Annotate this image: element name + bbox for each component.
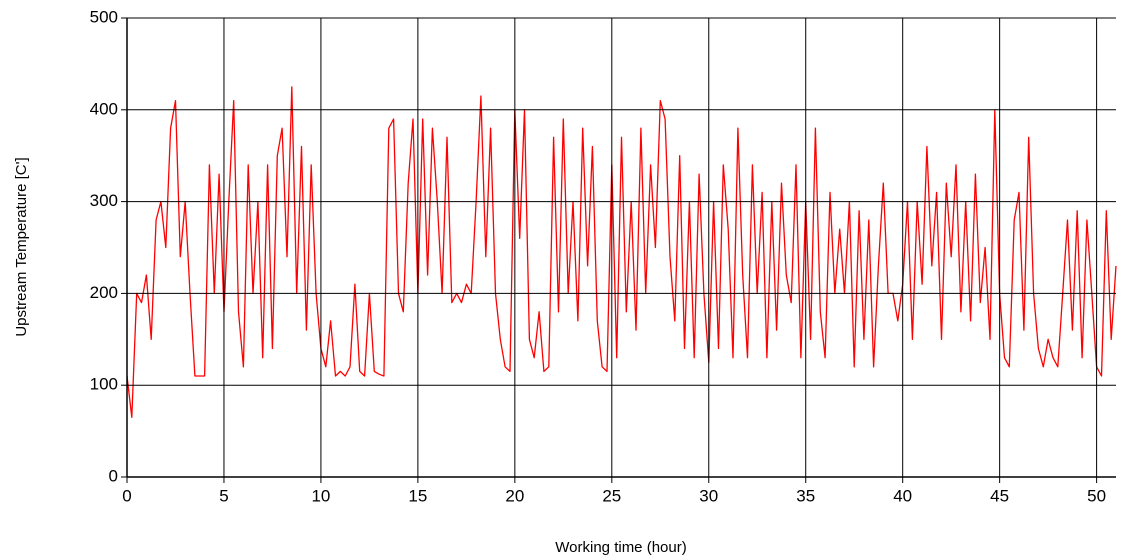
x-tick-label: 50 — [1087, 486, 1106, 505]
x-tick-label: 0 — [122, 486, 131, 505]
x-tick-label: 15 — [408, 486, 427, 505]
x-tick-label: 10 — [311, 486, 330, 505]
y-tick-label: 200 — [90, 283, 118, 302]
y-tick-label: 300 — [90, 191, 118, 210]
x-tick-label: 5 — [219, 486, 228, 505]
x-tick-label: 45 — [990, 486, 1009, 505]
x-tick-label: 35 — [796, 486, 815, 505]
x-tick-label: 20 — [505, 486, 524, 505]
y-tick-label: 0 — [109, 466, 118, 485]
x-tick-label: 30 — [699, 486, 718, 505]
x-axis-title: Working time (hour) — [555, 539, 686, 556]
x-tick-label: 40 — [893, 486, 912, 505]
y-axis-title: Upstream Temperature [C'] — [13, 157, 30, 336]
x-tick-label: 25 — [602, 486, 621, 505]
y-tick-label: 500 — [90, 7, 118, 26]
y-tick-label: 100 — [90, 375, 118, 394]
data-line — [126, 86, 1117, 418]
y-tick-label: 400 — [90, 99, 118, 118]
